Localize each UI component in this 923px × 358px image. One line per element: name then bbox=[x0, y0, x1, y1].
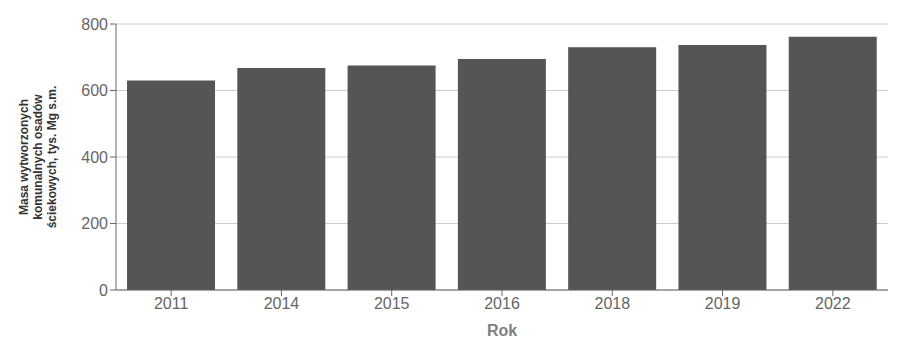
svg-text:2016: 2016 bbox=[484, 295, 520, 312]
svg-text:200: 200 bbox=[81, 215, 108, 232]
svg-text:2015: 2015 bbox=[374, 295, 410, 312]
svg-text:0: 0 bbox=[99, 282, 108, 299]
svg-text:2018: 2018 bbox=[594, 295, 630, 312]
svg-text:400: 400 bbox=[81, 149, 108, 166]
svg-text:2022: 2022 bbox=[815, 295, 851, 312]
svg-text:2019: 2019 bbox=[705, 295, 741, 312]
svg-text:800: 800 bbox=[81, 16, 108, 33]
svg-text:2014: 2014 bbox=[264, 295, 300, 312]
svg-text:Rok: Rok bbox=[487, 322, 517, 339]
svg-text:600: 600 bbox=[81, 82, 108, 99]
svg-text:2011: 2011 bbox=[154, 295, 189, 312]
svg-text:Masa wytworzonychkomunalnych o: Masa wytworzonychkomunalnych osadówściek… bbox=[17, 86, 59, 229]
